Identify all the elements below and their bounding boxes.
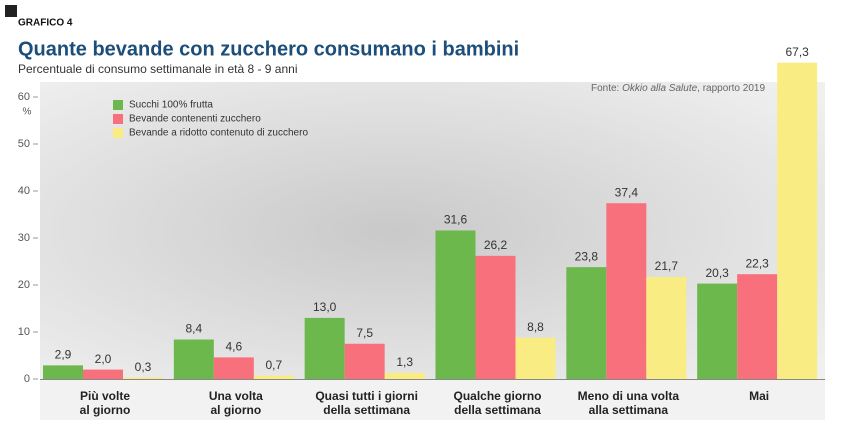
source-name: Okkio alla Salute <box>622 83 697 94</box>
subtitle: Percentuale di consumo settimanale in et… <box>18 62 298 76</box>
x-tick-label: Quasi tutti i giorni della settimana <box>315 389 418 417</box>
y-tick-label: 10 <box>18 326 30 338</box>
value-label: 7,5 <box>356 326 373 340</box>
source-suffix: , rapporto 2019 <box>697 83 765 94</box>
bar <box>515 337 556 379</box>
bar <box>566 267 607 379</box>
value-label: 20,3 <box>705 266 729 280</box>
bar <box>777 62 818 379</box>
bar <box>344 343 385 379</box>
bar <box>606 203 647 379</box>
y-tick-label: 50 <box>18 138 30 150</box>
y-tick-label: 0 <box>24 373 30 385</box>
value-label: 21,7 <box>655 259 679 273</box>
legend-swatch <box>113 100 123 110</box>
badge: GRAFICO 4 <box>18 18 73 29</box>
bar <box>697 283 738 379</box>
bar <box>173 339 214 379</box>
bar <box>123 377 163 379</box>
bar <box>475 255 516 379</box>
x-tick-label: Più volte al giorno <box>79 389 131 417</box>
legend-label: Bevande a ridotto contenuto di zucchero <box>129 128 308 139</box>
bar <box>435 230 476 379</box>
y-tick-label: 60 <box>18 91 30 103</box>
value-label: 37,4 <box>615 185 639 199</box>
legend-label: Succhi 100% frutta <box>129 100 213 111</box>
value-label: 0,3 <box>135 360 152 374</box>
x-tick-label: Meno di una volta alla settimana <box>577 389 679 417</box>
source-prefix: Fonte: <box>591 83 619 94</box>
bar <box>384 372 425 379</box>
legend-label: Bevande contenenti zucchero <box>129 114 261 125</box>
bar <box>213 357 254 379</box>
value-label: 67,3 <box>785 45 809 59</box>
bar <box>83 369 123 379</box>
value-label: 8,8 <box>527 320 544 334</box>
value-label: 13,0 <box>313 300 337 314</box>
value-label: 2,0 <box>95 352 112 366</box>
value-label: 0,7 <box>265 358 282 372</box>
legend-swatch <box>113 114 123 124</box>
value-label: 4,6 <box>225 340 242 354</box>
x-tick-label: Qualche giorno della settimana <box>453 389 542 417</box>
value-label: 26,2 <box>484 238 508 252</box>
bar <box>253 375 294 379</box>
source: Fonte: Okkio alla Salute, rapporto 2019 <box>591 83 765 94</box>
y-tick-label: 30 <box>18 232 30 244</box>
badge-square <box>5 5 17 17</box>
y-tick-label: 40 <box>18 185 30 197</box>
value-label: 2,9 <box>55 348 72 362</box>
value-label: 23,8 <box>575 249 599 263</box>
value-label: 22,3 <box>745 256 769 270</box>
bar <box>43 365 83 379</box>
bar <box>646 277 687 379</box>
legend-swatch <box>113 128 123 138</box>
value-label: 1,3 <box>396 355 413 369</box>
plot-background <box>40 82 825 380</box>
category-band <box>40 380 825 420</box>
chart-title: Quante bevande con zucchero consumano i … <box>18 38 519 60</box>
bar <box>304 317 345 379</box>
y-axis-label: % <box>23 107 32 118</box>
bar <box>737 274 778 379</box>
value-label: 31,6 <box>444 213 468 227</box>
value-label: 8,4 <box>185 322 202 336</box>
y-tick-label: 20 <box>18 279 30 291</box>
x-tick-label: Mai <box>749 389 770 403</box>
x-tick-label: Una volta al giorno <box>208 389 263 417</box>
